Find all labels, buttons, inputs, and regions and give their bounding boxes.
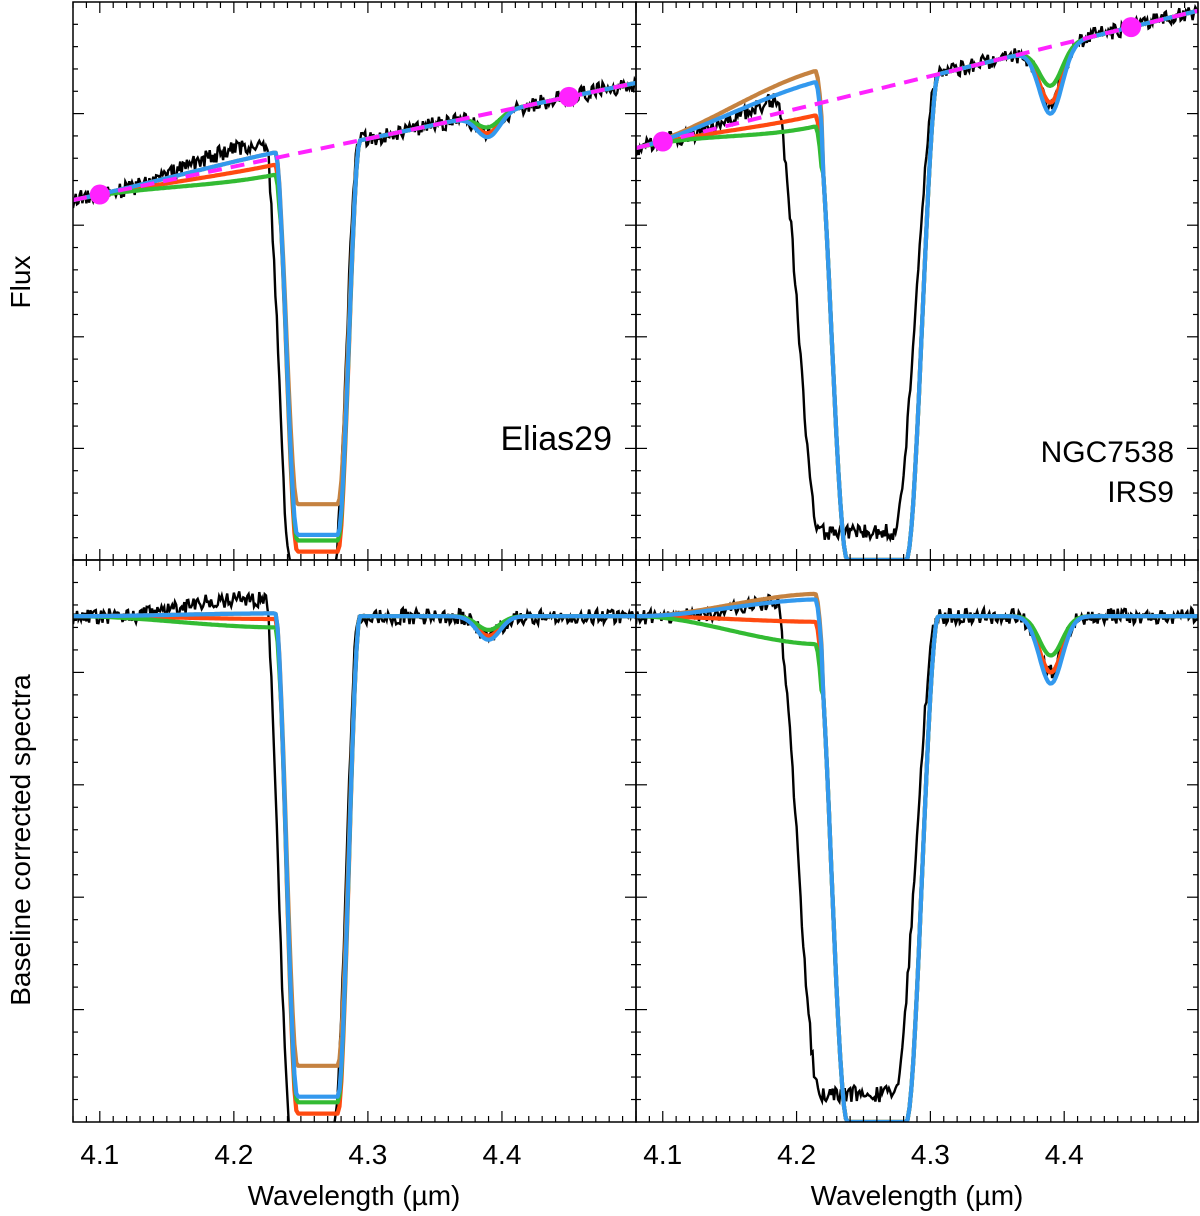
- panel-elias29-corrected: 4.1 4.2 4.3 4.4: [72, 559, 637, 1170]
- x-tick-label: 4.3: [911, 1139, 950, 1170]
- x-tick-label: 4.2: [777, 1139, 816, 1170]
- baseline-anchor-point: [558, 86, 579, 107]
- panel-ngc7538-flux: NGC7538 IRS9: [635, 1, 1199, 561]
- series-group: [73, 590, 636, 1122]
- model-blue-line: [636, 597, 1198, 1122]
- x-tick-label: 4.1: [80, 1139, 119, 1170]
- x-tick-label: 4.4: [482, 1139, 521, 1170]
- baseline-dashed-line: [73, 80, 636, 203]
- baseline-anchor-point: [1121, 17, 1142, 38]
- series-group: [636, 3, 1198, 560]
- model-brown-line: [636, 591, 1198, 1122]
- xlabel-right: Wavelength (µm): [811, 1180, 1024, 1211]
- model-blue-line: [73, 80, 636, 537]
- baseline-anchor-point: [89, 184, 110, 205]
- ylabel-flux: Flux: [5, 256, 36, 309]
- source-label: Elias29: [500, 420, 612, 458]
- x-tick-label: 4.2: [214, 1139, 253, 1170]
- model-red-line: [73, 80, 636, 554]
- x-tick-label: 4.3: [348, 1139, 387, 1170]
- x-tick-label: 4.1: [643, 1139, 682, 1170]
- baseline-dashed-line: [636, 8, 1198, 150]
- model-blue-line: [636, 8, 1198, 560]
- panel-frame: [72, 1, 637, 561]
- observed-spectrum-line: [73, 75, 636, 560]
- model-blue-line: [73, 611, 636, 1099]
- x-tick-label: 4.4: [1045, 1139, 1084, 1170]
- panel-ngc7538-corrected: 4.1 4.2 4.3 4.4: [635, 559, 1199, 1170]
- model-green-line: [73, 80, 636, 543]
- source-label: IRS9: [1107, 476, 1174, 509]
- model-green-line: [636, 614, 1198, 1122]
- baseline-anchor-point: [652, 131, 673, 152]
- series-group: [636, 591, 1198, 1122]
- series-group: [73, 75, 636, 560]
- source-label: NGC7538: [1041, 436, 1174, 469]
- model-red-line: [636, 614, 1198, 1122]
- xlabel-left: Wavelength (µm): [248, 1180, 461, 1211]
- ylabel-baseline-corrected: Baseline corrected spectra: [5, 674, 36, 1006]
- panel-elias29-flux: Elias29: [72, 1, 637, 561]
